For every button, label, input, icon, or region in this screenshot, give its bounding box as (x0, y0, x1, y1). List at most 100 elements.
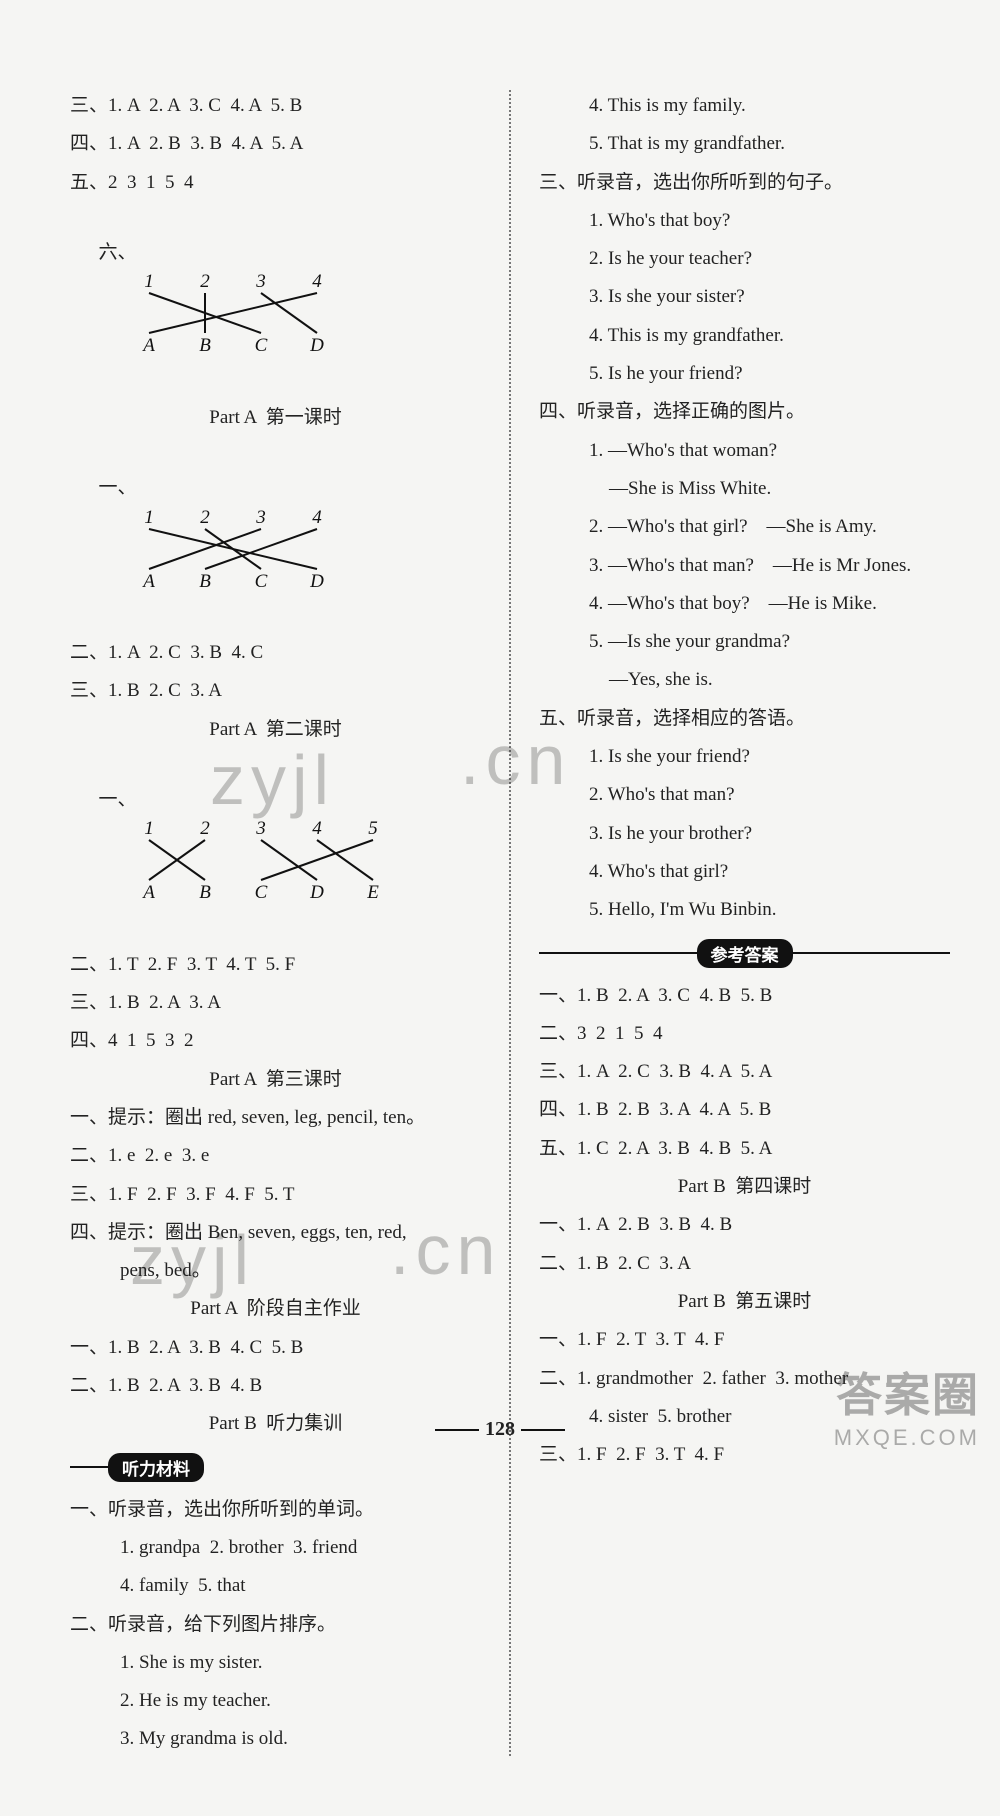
section-header: Part B 第五课时 (539, 1286, 950, 1318)
ans-line: 1. Is she your friend? (539, 741, 950, 773)
section-header: Part A 第三课时 (70, 1064, 481, 1096)
ans-line: 二、1. T 2. F 3. T 4. T 5. F (70, 949, 481, 981)
svg-text:3: 3 (255, 273, 266, 292)
ans-line: 4. This is my family. (539, 90, 950, 122)
svg-text:A: A (141, 571, 155, 592)
svg-text:4: 4 (312, 273, 322, 292)
ans-line: 2. Is he your teacher? (539, 243, 950, 275)
match-prefix: 一、 1 2 3 4 A B C D (70, 440, 481, 631)
svg-text:1: 1 (144, 273, 154, 292)
ans-line: —Yes, she is. (539, 664, 950, 696)
svg-text:3: 3 (255, 820, 266, 839)
svg-text:1: 1 (144, 509, 154, 528)
ans-line: 4. family 5. that (70, 1570, 481, 1602)
svg-text:C: C (254, 882, 267, 903)
instr-line: 一、听录音，选出你所听到的单词。 (70, 1494, 481, 1526)
right-column: 4. This is my family. 5. That is my gran… (539, 90, 950, 1756)
svg-text:B: B (199, 571, 211, 592)
ans-line: 四、1. A 2. B 3. B 4. A 5. A (70, 128, 481, 160)
ans-line: 一、1. B 2. A 3. B 4. C 5. B (70, 1332, 481, 1364)
ans-line: 二、1. grandmother 2. father 3. mother (539, 1363, 950, 1395)
ans-line: 四、4 1 5 3 2 (70, 1025, 481, 1057)
ans-line: 5. Hello, I'm Wu Binbin. (539, 894, 950, 926)
column-divider (509, 90, 511, 1756)
ans-line: 一、1. B 2. A 3. C 4. B 5. B (539, 980, 950, 1012)
instr-line: 四、听录音，选择正确的图片。 (539, 396, 950, 428)
ans-line: 二、1. A 2. C 3. B 4. C (70, 637, 481, 669)
match-diagram-3: 1 2 3 4 5 A B C D E (129, 820, 393, 906)
ans-line: 3. Is she your sister? (539, 281, 950, 313)
ans-line: 三、1. A 2. C 3. B 4. A 5. A (539, 1056, 950, 1088)
section-header: Part A 第二课时 (70, 714, 481, 746)
svg-text:E: E (366, 882, 379, 903)
svg-text:C: C (254, 335, 267, 356)
ans-line: 2. —Who's that girl? —She is Amy. (539, 511, 950, 543)
ans-line: 二、1. B 2. C 3. A (539, 1248, 950, 1280)
ans-line: 3. My grandma is old. (70, 1723, 481, 1755)
ans-line: 二、3 2 1 5 4 (539, 1018, 950, 1050)
label-one: 一、 (99, 789, 137, 810)
section-header: Part A 第一课时 (70, 402, 481, 434)
ans-line: 1. grandpa 2. brother 3. friend (70, 1532, 481, 1564)
instr-line: 五、听录音，选择相应的答语。 (539, 703, 950, 735)
pill-label: 参考答案 (697, 939, 793, 968)
pill-listening-material: 听力材料 (70, 1453, 481, 1482)
svg-text:D: D (309, 882, 324, 903)
svg-text:A: A (141, 882, 155, 903)
svg-text:4: 4 (312, 820, 322, 839)
ans-line: 1. She is my sister. (70, 1647, 481, 1679)
section-header: Part A 阶段自主作业 (70, 1293, 481, 1325)
label-six: 六、 (99, 242, 137, 263)
ans-line: 三、1. F 2. F 3. F 4. F 5. T (70, 1179, 481, 1211)
svg-text:B: B (199, 882, 211, 903)
section-header: Part B 第四课时 (539, 1171, 950, 1203)
ans-line: 3. —Who's that man? —He is Mr Jones. (539, 550, 950, 582)
svg-text:2: 2 (200, 820, 210, 839)
svg-text:2: 2 (200, 509, 210, 528)
ans-line: 一、1. F 2. T 3. T 4. F (539, 1324, 950, 1356)
ans-line: 五、2 3 1 5 4 (70, 167, 481, 199)
ans-line: 5. —Is she your grandma? (539, 626, 950, 658)
match-diagram-1: 1 2 3 4 A B C D (129, 273, 337, 359)
ans-line: 四、1. B 2. B 3. A 4. A 5. B (539, 1094, 950, 1126)
label-one: 一、 (99, 477, 137, 498)
ans-line: 四、提示：圈出 Ben, seven, eggs, ten, red, (70, 1217, 481, 1249)
ans-line: 一、提示：圈出 red, seven, leg, pencil, ten。 (70, 1102, 481, 1134)
ans-line: 二、1. e 2. e 3. e (70, 1140, 481, 1172)
ans-line: 5. That is my grandfather. (539, 128, 950, 160)
match-prefix: 六、 1 2 3 4 A B C D (70, 205, 481, 396)
ans-line: —She is Miss White. (539, 473, 950, 505)
ans-line: 一、1. A 2. B 3. B 4. B (539, 1209, 950, 1241)
svg-text:5: 5 (368, 820, 378, 839)
page-number: 128 (0, 1418, 1000, 1441)
svg-text:1: 1 (144, 820, 154, 839)
ans-line: 2. He is my teacher. (70, 1685, 481, 1717)
svg-text:D: D (309, 571, 324, 592)
match-prefix: 一、 1 2 3 4 5 A B C D E (70, 752, 481, 943)
svg-text:3: 3 (255, 509, 266, 528)
ans-line: 4. This is my grandfather. (539, 320, 950, 352)
ans-line: 三、1. F 2. F 3. T 4. F (539, 1439, 950, 1471)
ans-line: 二、1. B 2. A 3. B 4. B (70, 1370, 481, 1402)
ans-line: 3. Is he your brother? (539, 818, 950, 850)
instr-line: 二、听录音，给下列图片排序。 (70, 1609, 481, 1641)
pill-answer-key: 参考答案 (539, 939, 950, 968)
ans-line: 三、1. B 2. A 3. A (70, 987, 481, 1019)
pill-label: 听力材料 (108, 1453, 204, 1482)
svg-text:C: C (254, 571, 267, 592)
svg-text:2: 2 (200, 273, 210, 292)
ans-line: 5. Is he your friend? (539, 358, 950, 390)
ans-line: 4. —Who's that boy? —He is Mike. (539, 588, 950, 620)
svg-text:4: 4 (312, 509, 322, 528)
ans-line: 2. Who's that man? (539, 779, 950, 811)
match-diagram-2: 1 2 3 4 A B C D (129, 509, 337, 595)
svg-text:A: A (141, 335, 155, 356)
ans-line: 4. Who's that girl? (539, 856, 950, 888)
instr-line: 三、听录音，选出你所听到的句子。 (539, 167, 950, 199)
ans-line: 五、1. C 2. A 3. B 4. B 5. A (539, 1133, 950, 1165)
svg-text:B: B (199, 335, 211, 356)
left-column: 三、1. A 2. A 3. C 4. A 5. B 四、1. A 2. B 3… (70, 90, 481, 1756)
ans-line: 1. Who's that boy? (539, 205, 950, 237)
ans-line: pens, bed。 (70, 1255, 481, 1287)
svg-text:D: D (309, 335, 324, 356)
